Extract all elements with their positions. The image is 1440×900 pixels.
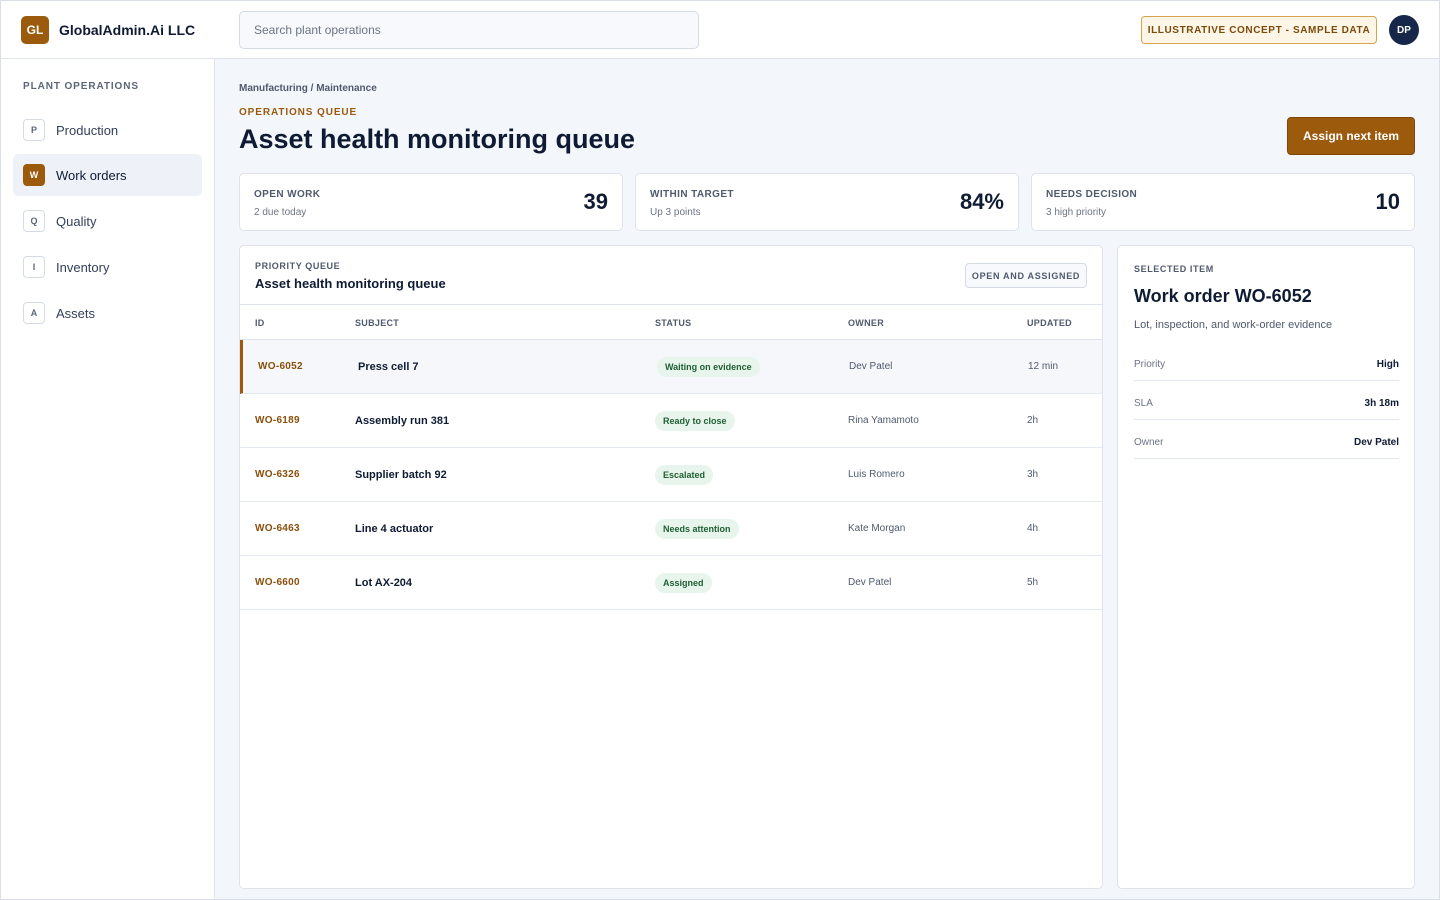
kpi-label: OPEN WORK (254, 189, 321, 200)
sidebar-item-label: Assets (56, 305, 96, 321)
queue-filter-chip[interactable]: OPEN AND ASSIGNED (965, 263, 1087, 288)
detail-field-priority: Priority High (1134, 351, 1399, 381)
top-bar: GL GlobalAdmin.Ai LLC ILLUSTRATIVE CONCE… (0, 0, 1440, 59)
row-owner: Rina Yamamoto (848, 415, 919, 426)
sidebar-heading: PLANT OPERATIONS (23, 81, 139, 92)
sidebar-item-quality[interactable]: Q Quality (13, 200, 202, 242)
row-id[interactable]: WO-6600 (255, 577, 300, 588)
sidebar-item-label: Production (56, 122, 119, 138)
sidebar-item-production[interactable]: P Production (13, 109, 202, 151)
row-id[interactable]: WO-6052 (258, 361, 303, 372)
priority-queue-panel: PRIORITY QUEUE Asset health monitoring q… (239, 245, 1103, 889)
kpi-open-work: OPEN WORK 2 due today 39 (239, 173, 623, 231)
sidebar: PLANT OPERATIONS P Production W Work ord… (0, 59, 215, 900)
sidebar-item-inventory[interactable]: I Inventory (13, 246, 202, 288)
row-id[interactable]: WO-6463 (255, 523, 300, 534)
panel-eyebrow: PRIORITY QUEUE (255, 261, 341, 271)
brand-name: GlobalAdmin.Ai LLC (59, 22, 196, 38)
row-id[interactable]: WO-6189 (255, 415, 300, 426)
detail-key: Owner (1134, 437, 1164, 448)
kpi-value: 39 (583, 189, 608, 214)
inventory-icon: I (23, 256, 45, 278)
table-row[interactable]: WO-6463 Line 4 actuator Needs attention … (240, 502, 1102, 556)
column-header-subject[interactable]: SUBJECT (355, 318, 400, 328)
row-id[interactable]: WO-6326 (255, 469, 300, 480)
page-title: Asset health monitoring queue (239, 124, 636, 154)
selected-item-panel: SELECTED ITEM Work order WO-6052 Lot, in… (1117, 245, 1415, 889)
kpi-label: NEEDS DECISION (1046, 189, 1138, 200)
production-icon: P (23, 119, 45, 141)
detail-value: 3h 18m (1364, 398, 1399, 409)
row-subject: Press cell 7 (358, 361, 419, 373)
table-row[interactable]: WO-6052 Press cell 7 Waiting on evidence… (240, 340, 1102, 394)
row-owner: Kate Morgan (848, 523, 906, 534)
sample-data-badge: ILLUSTRATIVE CONCEPT - SAMPLE DATA (1141, 16, 1377, 44)
detail-title: Work order WO-6052 (1134, 286, 1312, 306)
panel-title: Asset health monitoring queue (255, 276, 446, 291)
row-owner: Luis Romero (848, 469, 905, 480)
row-subject: Lot AX-204 (355, 577, 413, 589)
row-updated: 12 min (1028, 361, 1059, 372)
row-updated: 3h (1027, 469, 1039, 480)
sidebar-item-label: Inventory (56, 259, 110, 275)
work-orders-icon: W (23, 164, 45, 186)
status-badge: Assigned (655, 573, 712, 593)
table-row[interactable]: WO-6326 Supplier batch 92 Escalated Luis… (240, 448, 1102, 502)
search-input[interactable] (239, 11, 699, 49)
status-badge: Needs attention (655, 519, 739, 539)
detail-key: SLA (1134, 398, 1153, 409)
detail-field-owner: Owner Dev Patel (1134, 429, 1399, 459)
status-badge: Escalated (655, 465, 714, 485)
column-header-owner[interactable]: OWNER (848, 318, 884, 328)
brand-logo: GL (21, 16, 49, 44)
row-updated: 2h (1027, 415, 1039, 426)
breadcrumb[interactable]: Manufacturing / Maintenance (239, 83, 377, 94)
detail-field-sla: SLA 3h 18m (1134, 390, 1399, 420)
sidebar-item-label: Work orders (56, 167, 127, 183)
table-row[interactable]: WO-6600 Lot AX-204 Assigned Dev Patel 5h (240, 556, 1102, 610)
row-subject: Line 4 actuator (355, 523, 434, 535)
kpi-sub: 2 due today (254, 207, 307, 218)
kpi-value: 84% (959, 189, 1004, 214)
page-eyebrow: OPERATIONS QUEUE (239, 107, 358, 118)
row-updated: 4h (1027, 523, 1039, 534)
row-subject: Assembly run 381 (355, 415, 450, 427)
column-header-updated[interactable]: UPDATED (1027, 318, 1072, 328)
sidebar-item-assets[interactable]: A Assets (13, 292, 202, 334)
detail-eyebrow: SELECTED ITEM (1134, 264, 1214, 274)
row-owner: Dev Patel (849, 361, 893, 372)
assign-next-item-button[interactable]: Assign next item (1287, 117, 1415, 155)
kpi-label: WITHIN TARGET (650, 189, 734, 200)
kpi-needs-decision: NEEDS DECISION 3 high priority 10 (1031, 173, 1415, 231)
detail-value: High (1376, 359, 1399, 370)
column-header-status[interactable]: STATUS (655, 318, 692, 328)
kpi-value: 10 (1375, 189, 1400, 214)
kpi-within-target: WITHIN TARGET Up 3 points 84% (635, 173, 1019, 231)
sidebar-item-work-orders[interactable]: W Work orders (13, 154, 202, 196)
row-owner: Dev Patel (848, 577, 892, 588)
row-updated: 5h (1027, 577, 1039, 588)
detail-key: Priority (1134, 359, 1166, 370)
status-badge: Waiting on evidence (657, 357, 760, 377)
quality-icon: Q (23, 210, 45, 232)
sidebar-item-label: Quality (56, 213, 97, 229)
kpi-sub: 3 high priority (1046, 207, 1107, 218)
status-badge: Ready to close (655, 411, 735, 431)
detail-value: Dev Patel (1353, 437, 1399, 448)
detail-description: Lot, inspection, and work-order evidence (1134, 319, 1333, 331)
table-header: ID SUBJECT STATUS OWNER UPDATED (240, 304, 1102, 340)
kpi-sub: Up 3 points (650, 207, 701, 218)
assets-icon: A (23, 302, 45, 324)
column-header-id[interactable]: ID (255, 318, 265, 328)
table-row[interactable]: WO-6189 Assembly run 381 Ready to close … (240, 394, 1102, 448)
user-avatar[interactable]: DP (1389, 15, 1419, 45)
brand[interactable]: GL GlobalAdmin.Ai LLC (21, 16, 195, 44)
row-subject: Supplier batch 92 (355, 469, 447, 481)
